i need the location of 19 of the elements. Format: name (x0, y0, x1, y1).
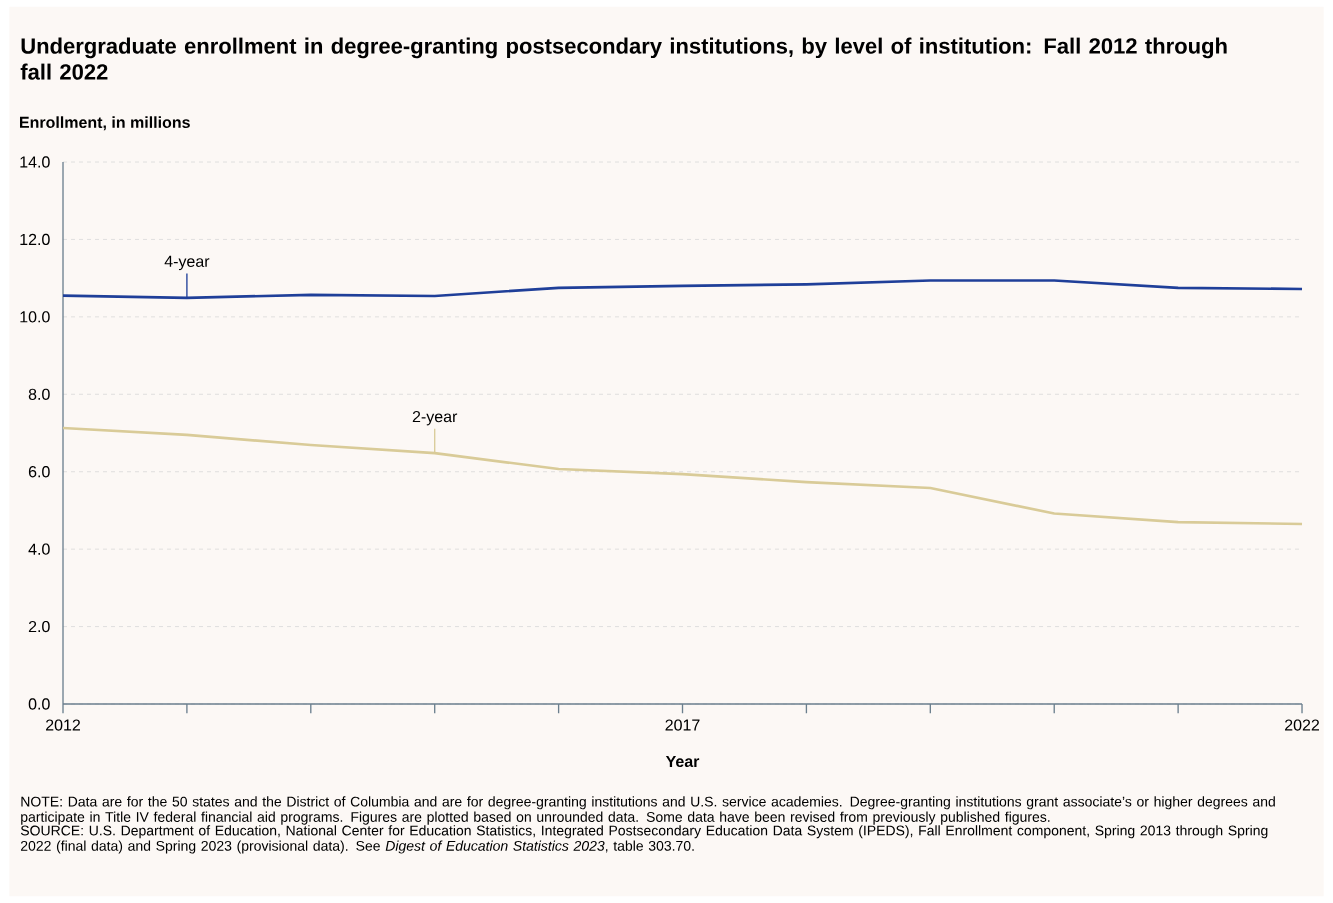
y-tick-label: 6.0 (28, 466, 50, 478)
y-tick-label: 0.0 (28, 698, 50, 710)
y-tick-label: 8.0 (28, 388, 50, 400)
line-series (61, 426, 1304, 526)
x-tick-label: 2017 (665, 719, 700, 731)
x-tick-label: 2012 (46, 719, 80, 731)
source-note: SOURCE: U.S. Department of Education, National Center for Education Statistics, Integrated Postsecondary Education Data System (IPEDS), Fall Enrollment component, Spring 2013 through Spring 2022 (final data) and Spring 2023 (provisional data). See Digest of Education Statistics 2023, table 303.70. (20, 825, 1268, 854)
y-tick-label: 12.0 (20, 233, 50, 246)
y-tick-label: 4.0 (28, 543, 50, 555)
series-label: 2-year (412, 410, 458, 426)
y-tick-label: 10.0 (20, 311, 50, 323)
chart-title: Undergraduate enrollment in degree-granting postsecondary institutions, by level of institution: Fall 2012 through fall 2022 (20, 37, 1227, 80)
x-axis-title: Year (665, 755, 700, 768)
y-tick-label: 2.0 (28, 620, 50, 633)
y-tick-label: 14.0 (20, 156, 50, 168)
text: NOTE: Data are for the 50 states and the District of Columbia and are for degree-granting institutions and U.S. service academies. Degree-granting institutions grant associate’s or higher degrees and participate in Title IV federal financial aid programs. Figures are plotted based on unrounded data. Some data have been revised from previously published figures. (21, 796, 1275, 825)
series-label: 4-year (164, 255, 210, 271)
x-tick-label: 2022 (1285, 719, 1319, 731)
y-axis-title: Enrollment, in millions (20, 116, 190, 131)
